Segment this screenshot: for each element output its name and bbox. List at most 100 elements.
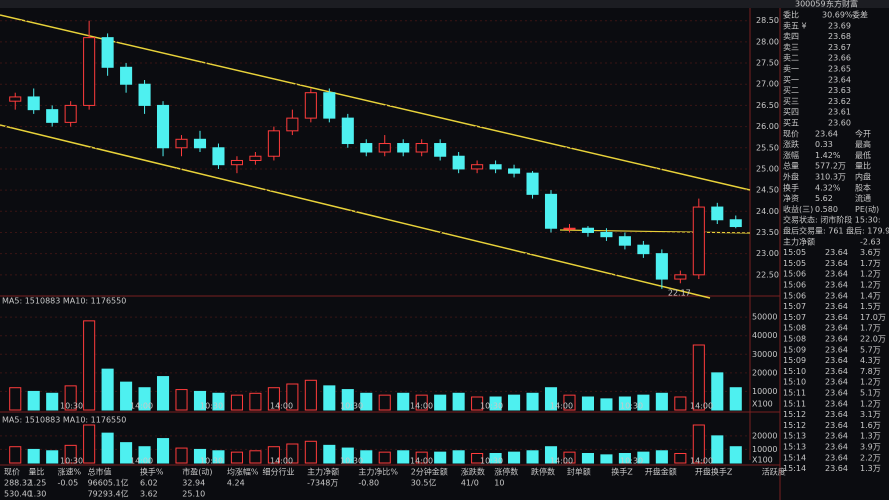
book-cell: 15:06 xyxy=(783,281,806,290)
book-cell: PE(动) xyxy=(855,204,879,214)
book-cell: 23.62 xyxy=(828,97,851,106)
y-tick-label: 27.00 xyxy=(756,80,779,89)
book-cell: -2.63 xyxy=(860,237,881,246)
book-cell: 23.65 xyxy=(828,65,851,74)
volume-bar xyxy=(230,451,243,464)
volume-bar xyxy=(193,390,207,411)
table-header: 量比 xyxy=(29,467,45,477)
y-tick-label: 28.00 xyxy=(756,37,779,46)
candle-body xyxy=(600,231,613,238)
book-cell: 15:07 xyxy=(783,313,806,322)
book-cell: 量比 xyxy=(855,161,871,171)
book-cell: 23.66 xyxy=(828,54,851,63)
x-tick-label: 10:30 xyxy=(480,457,503,466)
table-header: 涨速% xyxy=(57,467,81,477)
table-header: 现价 xyxy=(4,468,20,477)
table-header: 总市值 xyxy=(88,467,112,477)
book-cell: 涨跌 xyxy=(783,139,799,149)
volume-bar xyxy=(46,450,59,464)
book-cell: 卖五 ¥ xyxy=(783,21,807,30)
y-tick-label: 26.00 xyxy=(756,122,779,131)
candle-body xyxy=(637,244,650,255)
book-cell: 23.64 xyxy=(825,464,848,473)
book-cell: 1.2万 xyxy=(860,399,881,408)
book-cell: 15:10 xyxy=(783,367,806,376)
candle-body xyxy=(341,117,354,145)
volume-bar xyxy=(83,320,96,411)
book-cell: 委比 xyxy=(783,10,799,20)
book-cell: 内盘 xyxy=(855,172,871,182)
volume-bar xyxy=(286,443,299,464)
volume-bar xyxy=(9,446,22,464)
book-cell: 22.0万 xyxy=(860,335,886,344)
candle-body xyxy=(674,274,687,280)
book-cell: 23.64 xyxy=(825,453,848,462)
table-cell: -0.05 xyxy=(57,479,78,488)
book-cell: 23.64 xyxy=(825,259,848,268)
volume-bar xyxy=(637,451,650,464)
table-header: 换手% xyxy=(140,467,164,477)
book-cell: 15:06 xyxy=(783,270,806,279)
table-cell: -0.80 xyxy=(358,479,379,488)
candle-body xyxy=(9,96,22,102)
volume-bar xyxy=(692,344,705,411)
book-cell: 1.3万 xyxy=(860,432,881,441)
book-cell: 3.9万 xyxy=(860,443,881,452)
book-cell: 23.67 xyxy=(828,43,851,52)
book-cell: 净资 xyxy=(783,193,799,203)
book-cell: 15:13 xyxy=(783,432,806,441)
table-header: 换手Z xyxy=(611,467,633,477)
volume-bar xyxy=(526,450,539,464)
volume-bar xyxy=(304,379,317,411)
book-cell: 15:12 xyxy=(783,410,806,419)
candle-body xyxy=(286,117,299,132)
volume-bar xyxy=(508,451,521,464)
candle-body xyxy=(692,206,705,276)
book-cell: 最高 xyxy=(855,139,871,149)
volume-bar xyxy=(304,440,317,464)
book-cell: 外盘 xyxy=(783,172,799,182)
trend-line xyxy=(0,14,751,191)
stock-code: 300059 xyxy=(795,0,826,9)
table-cell: -7348万 xyxy=(307,479,338,488)
table-header: 开盘金额 xyxy=(645,467,677,477)
y-tick-label: 23.00 xyxy=(756,249,779,258)
book-cell: 23.64 xyxy=(825,432,848,441)
x-tick-label: 10:30 xyxy=(60,402,83,411)
volume-bar xyxy=(175,447,188,464)
candle-body xyxy=(729,219,742,228)
book-cell: 15:09 xyxy=(783,356,806,365)
x-tick-label: 14:00 xyxy=(410,457,433,466)
candle-body xyxy=(581,227,595,233)
volume-bar xyxy=(323,444,336,464)
volume-bar xyxy=(138,387,151,411)
book-cell: 23.64 xyxy=(825,378,848,387)
volume-bar xyxy=(655,392,668,411)
volume-bar xyxy=(120,442,133,464)
candle-body xyxy=(415,143,428,153)
after-hours: 盘后交易量: 761 盘后: 179.9 xyxy=(783,226,889,236)
candle-body xyxy=(120,66,133,85)
table-header: 细分行业 xyxy=(263,467,295,477)
volume-bar xyxy=(46,392,59,411)
volume-bar xyxy=(489,396,502,411)
book-cell: 577.2万 xyxy=(815,162,846,171)
book-cell: 总量 xyxy=(783,161,799,171)
x-tick-label: 10:30 xyxy=(200,402,223,411)
book-cell: 1.5万 xyxy=(860,302,881,311)
book-cell: 卖四 xyxy=(783,32,799,41)
candle-body xyxy=(304,92,317,119)
y-tick-label: 25.50 xyxy=(756,143,779,152)
book-cell: 15:11 xyxy=(783,389,806,398)
status: 交易状态: 闭市阶段 15:30: xyxy=(783,215,881,225)
x-tick-label: 14:00 xyxy=(550,457,573,466)
book-cell: 委差 xyxy=(852,10,868,20)
volume-bar xyxy=(544,446,558,464)
ma-label: MA5: 1510883 MA10: 1176550 xyxy=(2,297,126,306)
candle-body xyxy=(489,164,502,170)
volume-bar xyxy=(508,394,521,411)
candle-body xyxy=(655,253,668,280)
book-cell: 23.64 xyxy=(825,313,848,322)
unit: X100 xyxy=(752,400,773,409)
book-cell: 买二 xyxy=(783,86,799,95)
